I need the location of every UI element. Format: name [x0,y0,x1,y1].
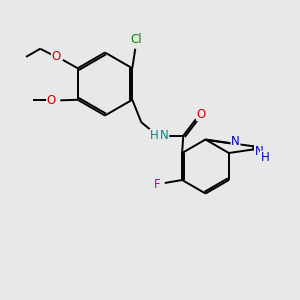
Text: H: H [260,151,269,164]
Text: Cl: Cl [130,33,142,46]
Text: N: N [231,135,240,148]
Text: N: N [160,129,169,142]
Text: O: O [197,108,206,121]
Text: O: O [47,94,56,107]
Text: F: F [154,178,160,191]
Text: H: H [150,129,159,142]
Text: N: N [254,145,263,158]
Text: O: O [52,50,61,63]
